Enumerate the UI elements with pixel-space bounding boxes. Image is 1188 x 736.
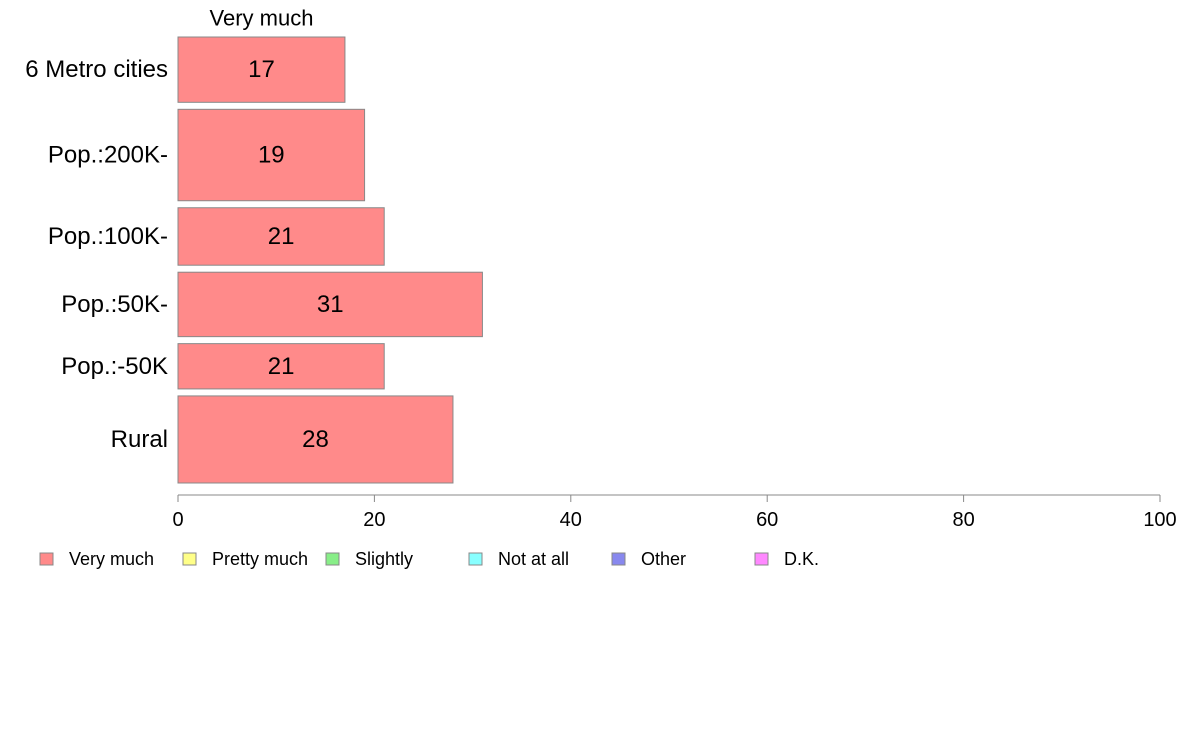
legend-swatch-very-much xyxy=(39,552,54,566)
x-axis: 0 20 40 60 80 100 xyxy=(172,494,1177,531)
x-tick-label-20: 20 xyxy=(363,509,385,531)
legend-label-slightly: Slightly xyxy=(355,549,413,569)
x-tick-label-100: 100 xyxy=(1143,509,1176,531)
legend-swatch-slightly xyxy=(325,552,340,566)
bar-very-much-6-metro-cities xyxy=(177,36,346,103)
legend-swatch-other xyxy=(611,552,626,566)
category-label-pop-50k: Pop.:50K- xyxy=(61,291,168,318)
bars-layer: 17 19 21 31 21 28 xyxy=(177,36,483,484)
legend-label-d-k: D.K. xyxy=(784,549,819,569)
legend-label-not-at-all: Not at all xyxy=(498,549,569,569)
x-tick-label-40: 40 xyxy=(560,509,582,531)
bar-value-label-pop-100k: 21 xyxy=(268,223,295,250)
bar-value-label-6-metro-cities: 17 xyxy=(248,56,275,83)
category-labels-layer: 6 Metro cities Pop.:200K- Pop.:100K- Pop.:5… xyxy=(25,56,168,453)
series-header-label: Very much xyxy=(210,6,314,31)
category-label-pop-100k: Pop.:100K- xyxy=(48,223,168,250)
bar-very-much-pop-50k xyxy=(177,343,385,390)
category-label-rural: Rural xyxy=(111,426,168,453)
legend-swatch-d-k xyxy=(754,552,769,566)
legend: Very much Pretty much Slightly Not at all Ot… xyxy=(39,549,819,569)
legend-swatch-not-at-all xyxy=(468,552,483,566)
bar-value-label-pop-50k: 31 xyxy=(317,291,344,318)
bar-very-much-pop-50k xyxy=(177,271,483,338)
x-tick-label-60: 60 xyxy=(756,509,778,531)
legend-label-very-much: Very much xyxy=(69,549,154,569)
category-label-pop-200k: Pop.:200K- xyxy=(48,142,168,169)
legend-label-other: Other xyxy=(641,549,686,569)
legend-swatch-pretty-much xyxy=(182,552,197,566)
bar-very-much-pop-200k xyxy=(177,108,366,202)
category-label-6-metro-cities: 6 Metro cities xyxy=(25,56,168,83)
category-label-pop-50k: Pop.:-50K xyxy=(61,353,168,380)
legend-label-pretty-much: Pretty much xyxy=(212,549,308,569)
series-header-layer: Very much xyxy=(210,6,314,31)
x-tick-label-0: 0 xyxy=(172,509,183,531)
bar-value-label-rural: 28 xyxy=(302,426,329,453)
bar-very-much-pop-100k xyxy=(177,207,385,266)
bar-value-label-pop-200k: 19 xyxy=(258,142,285,169)
bar-value-label-pop-50k: 21 xyxy=(268,353,295,380)
x-tick-label-80: 80 xyxy=(952,509,974,531)
bar-very-much-rural xyxy=(177,395,454,484)
